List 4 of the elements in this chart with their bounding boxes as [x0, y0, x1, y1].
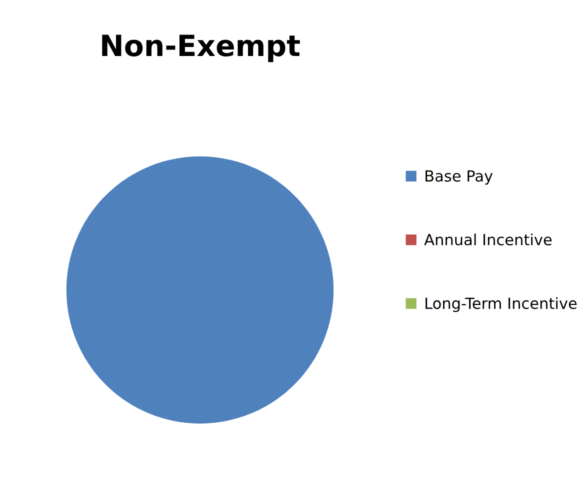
chart-title: Non-Exempt [102, 34, 300, 62]
legend-label: Annual Incentive [424, 234, 552, 246]
legend-label: Base Pay [426, 170, 493, 185]
legend-label: Long-Term Incentive [426, 297, 577, 312]
